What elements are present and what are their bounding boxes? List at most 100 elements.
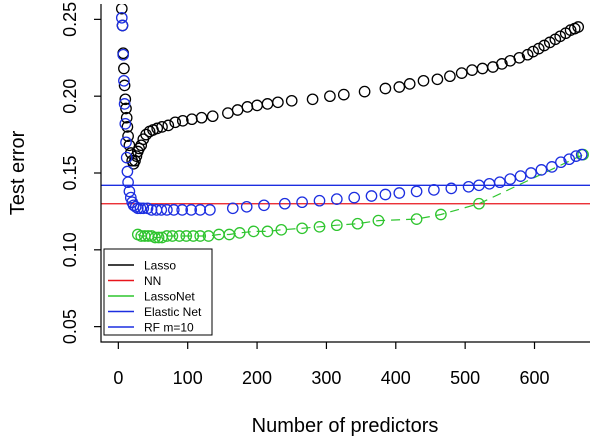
data-point-2-22: [313, 220, 326, 233]
data-point-3-52: [563, 153, 576, 166]
y-tick-label-2: 0.15: [60, 155, 80, 190]
data-point-2-13: [194, 230, 207, 242]
data-point-0-52: [496, 58, 508, 70]
data-point-2-25: [372, 214, 385, 227]
data-point-0-44: [403, 78, 416, 90]
y-axis-label: Test error: [7, 130, 29, 215]
data-point-2-19: [261, 225, 274, 238]
data-point-0-35: [261, 98, 274, 110]
data-point-3-35: [348, 191, 361, 204]
x-tick-label-0: 0: [113, 368, 123, 388]
data-point-3-38: [393, 187, 406, 199]
data-point-3-11: [124, 191, 137, 204]
data-point-2-5: [149, 231, 161, 244]
y-tick-label-4: 0.25: [60, 2, 80, 37]
data-point-0-42: [379, 82, 392, 95]
data-point-0-49: [466, 64, 478, 76]
data-point-2-6: [152, 231, 165, 244]
data-point-2-26: [410, 213, 423, 225]
data-point-0-18: [135, 139, 148, 152]
data-point-3-32: [296, 196, 308, 209]
data-point-0-45: [417, 74, 430, 87]
data-point-3-24: [176, 204, 189, 216]
data-point-3-40: [428, 184, 440, 196]
y-tick-label-0: 0.05: [60, 309, 80, 344]
data-point-0-4: [118, 79, 131, 92]
x-tick-label-1: 100: [173, 368, 203, 388]
data-point-2-10: [173, 230, 186, 242]
data-point-3-51: [555, 156, 567, 169]
data-point-0-5: [119, 93, 132, 106]
data-point-3-50: [546, 161, 558, 173]
x-tick-label-4: 400: [381, 368, 411, 388]
data-point-3-47: [514, 170, 527, 182]
data-point-2-17: [233, 227, 246, 239]
data-point-0-46: [431, 73, 444, 86]
data-point-3-29: [240, 200, 253, 213]
legend-label-0: Lasso: [144, 259, 176, 273]
data-point-3-44: [483, 177, 496, 190]
data-point-0-25: [162, 119, 175, 132]
data-point-3-8: [121, 165, 134, 178]
data-point-0-56: [527, 45, 539, 58]
plot-frame: [100, 4, 590, 343]
data-point-0-55: [521, 48, 534, 61]
data-point-0-36: [272, 96, 284, 109]
data-point-2-18: [247, 225, 260, 238]
data-point-0-61: [554, 30, 567, 43]
data-point-3-21: [155, 204, 168, 216]
data-point-3-23: [167, 204, 180, 216]
data-point-3-10: [123, 185, 136, 198]
data-point-0-9: [122, 130, 134, 142]
data-point-3-30: [258, 199, 270, 212]
data-point-0-38: [306, 93, 319, 106]
data-point-3-31: [278, 197, 291, 210]
data-point-0-65: [572, 21, 585, 33]
data-point-0-48: [455, 67, 468, 79]
data-point-3-14: [129, 200, 142, 213]
legend-label-3: Elastic Net: [144, 305, 202, 319]
data-point-3-28: [226, 202, 239, 215]
data-point-2-27: [435, 208, 447, 221]
data-point-0-58: [538, 39, 551, 52]
data-point-3-1: [116, 19, 129, 32]
data-point-3-6: [120, 136, 132, 149]
data-point-3-46: [504, 173, 517, 185]
data-point-2-9: [166, 230, 179, 242]
data-point-0-57: [532, 42, 545, 55]
data-point-3-3: [118, 74, 130, 87]
data-point-3-53: [570, 150, 582, 162]
data-point-3-25: [185, 204, 198, 216]
data-point-0-8: [121, 121, 134, 133]
y-axis: 0.05 0.10 0.15 0.20 0.25: [60, 2, 101, 344]
data-point-0-39: [324, 90, 336, 103]
data-point-3-27: [204, 204, 216, 216]
data-point-0-27: [176, 114, 189, 127]
data-point-0-43: [393, 81, 406, 93]
data-point-3-48: [525, 167, 537, 179]
data-point-0-37: [285, 94, 298, 107]
x-tick-label-3: 300: [311, 368, 341, 388]
data-point-0-6: [120, 102, 132, 115]
data-point-3-2: [117, 48, 130, 61]
data-point-0-40: [337, 88, 350, 101]
legend-label-1: NN: [144, 274, 161, 288]
data-point-0-54: [513, 51, 526, 64]
data-point-3-34: [330, 193, 343, 205]
data-point-0-26: [169, 116, 182, 129]
y-tick-label-1: 0.10: [60, 232, 80, 267]
data-point-3-5: [119, 117, 132, 130]
data-point-0-41: [358, 85, 371, 98]
data-point-3-19: [145, 204, 158, 216]
data-point-3-36: [365, 190, 378, 202]
data-point-3-4: [118, 98, 131, 110]
data-point-3-26: [194, 204, 207, 216]
data-point-3-17: [137, 202, 150, 215]
data-point-0-32: [231, 104, 244, 116]
data-point-3-0: [115, 11, 128, 24]
data-point-0-24: [156, 121, 168, 133]
legend-label-4: RF m=10: [144, 321, 194, 335]
data-point-3-9: [122, 176, 134, 189]
data-point-3-54: [575, 148, 588, 161]
